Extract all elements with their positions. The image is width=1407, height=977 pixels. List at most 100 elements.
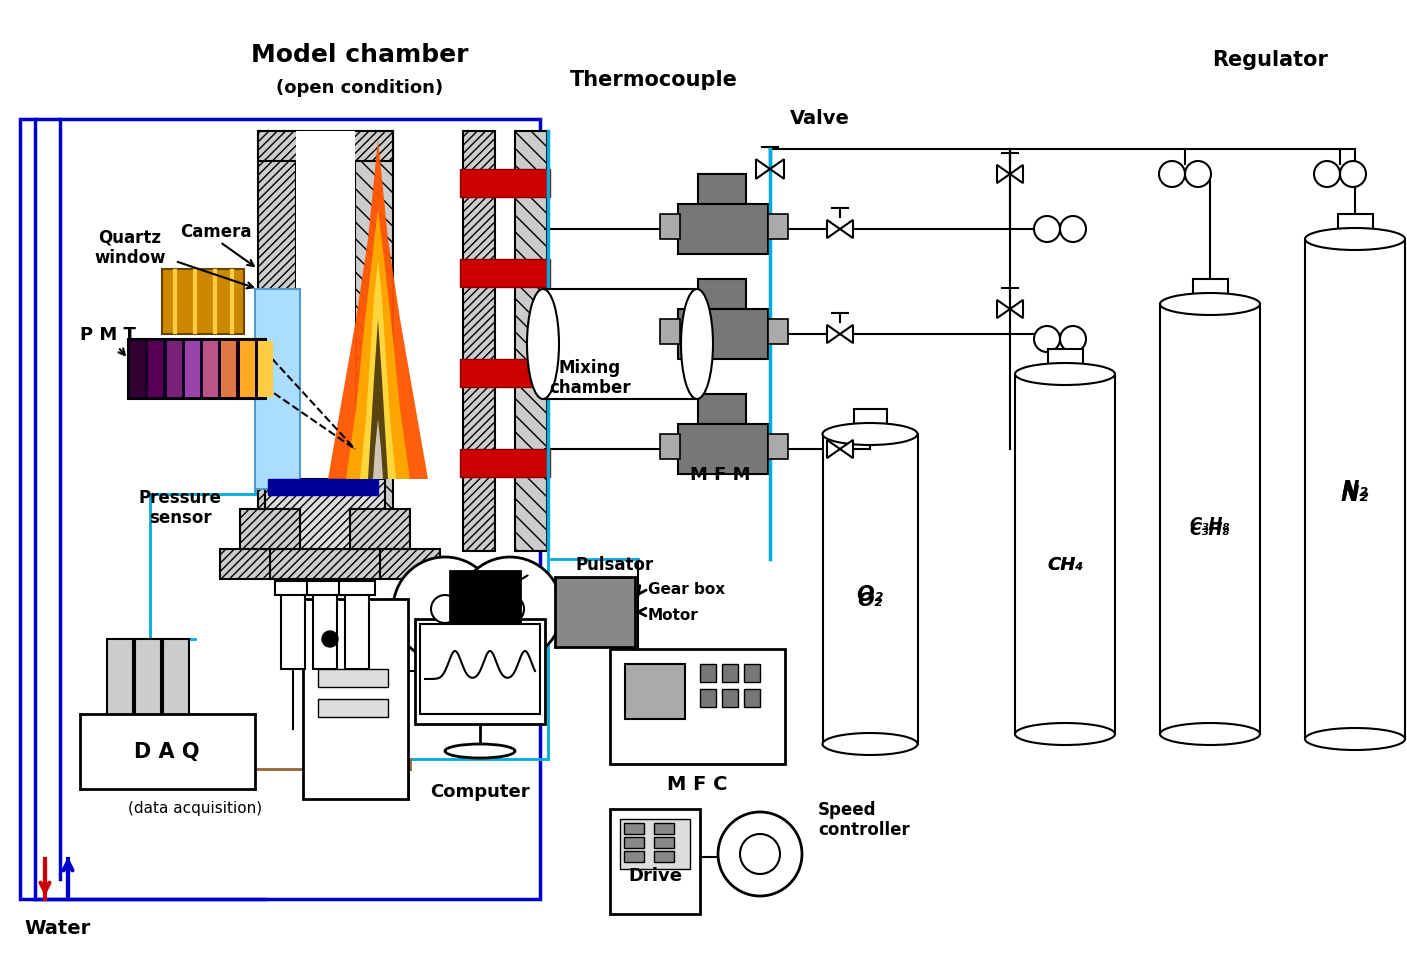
- Bar: [318, 669, 388, 687]
- Bar: [355, 132, 393, 551]
- Bar: [1338, 215, 1373, 242]
- Text: Pressure
sensor: Pressure sensor: [138, 488, 221, 527]
- Text: Thermocouple: Thermocouple: [570, 70, 737, 90]
- Polygon shape: [840, 441, 853, 458]
- Bar: [20, 120, 540, 899]
- Text: Valve: Valve: [791, 108, 850, 127]
- Bar: [1048, 350, 1083, 378]
- Bar: [221, 342, 236, 398]
- Circle shape: [1034, 326, 1059, 353]
- Bar: [698, 279, 746, 310]
- Text: Computer: Computer: [431, 783, 530, 800]
- Polygon shape: [998, 166, 1010, 184]
- Polygon shape: [360, 260, 395, 480]
- Bar: [135, 639, 160, 724]
- Bar: [255, 290, 300, 489]
- Bar: [339, 581, 376, 595]
- Polygon shape: [827, 325, 840, 344]
- Polygon shape: [770, 160, 784, 180]
- Bar: [350, 509, 409, 549]
- Bar: [611, 809, 701, 914]
- Text: C₃H₈: C₃H₈: [1190, 516, 1230, 533]
- Bar: [744, 664, 760, 682]
- Bar: [303, 599, 408, 799]
- Bar: [1014, 374, 1114, 735]
- Bar: [1306, 239, 1406, 740]
- Text: Model chamber: Model chamber: [252, 43, 469, 67]
- Text: Regulator: Regulator: [1211, 50, 1328, 70]
- Circle shape: [1159, 162, 1185, 188]
- Text: Quartz
window: Quartz window: [94, 229, 166, 267]
- Text: O₂: O₂: [857, 590, 882, 609]
- Polygon shape: [840, 325, 853, 344]
- Bar: [678, 425, 768, 475]
- Bar: [460, 260, 550, 287]
- Bar: [701, 690, 716, 707]
- Text: Speed
controller: Speed controller: [817, 800, 910, 838]
- Circle shape: [740, 834, 779, 874]
- Bar: [625, 664, 685, 719]
- Bar: [257, 132, 295, 551]
- Ellipse shape: [1159, 723, 1261, 745]
- Text: C₃H₈: C₃H₈: [1190, 521, 1230, 538]
- Bar: [460, 170, 550, 197]
- Bar: [620, 819, 689, 870]
- Polygon shape: [1010, 301, 1023, 319]
- Bar: [623, 851, 644, 862]
- Bar: [295, 132, 355, 551]
- Bar: [184, 342, 200, 398]
- Ellipse shape: [1014, 363, 1114, 386]
- Bar: [660, 319, 680, 345]
- Bar: [660, 435, 680, 459]
- Polygon shape: [373, 419, 383, 480]
- Text: N₂: N₂: [1341, 485, 1369, 504]
- Ellipse shape: [1306, 229, 1406, 251]
- Bar: [623, 837, 644, 848]
- Polygon shape: [1010, 166, 1023, 184]
- Bar: [854, 409, 886, 438]
- Ellipse shape: [1159, 294, 1261, 316]
- Bar: [768, 319, 788, 345]
- Text: Mixing
chamber: Mixing chamber: [549, 359, 630, 397]
- Bar: [450, 572, 521, 648]
- Bar: [166, 342, 182, 398]
- Bar: [698, 395, 746, 425]
- Text: (data acquisition): (data acquisition): [128, 800, 262, 815]
- Bar: [267, 480, 378, 495]
- Polygon shape: [756, 160, 770, 180]
- Polygon shape: [827, 441, 840, 458]
- Bar: [1193, 279, 1228, 308]
- Polygon shape: [328, 140, 428, 480]
- Bar: [219, 549, 440, 579]
- Text: Water: Water: [25, 917, 91, 937]
- Bar: [128, 340, 266, 400]
- Bar: [257, 132, 393, 162]
- Bar: [274, 581, 311, 595]
- Bar: [460, 360, 550, 388]
- Bar: [307, 581, 343, 595]
- Bar: [345, 589, 369, 669]
- Circle shape: [431, 595, 459, 623]
- Text: Drive: Drive: [628, 867, 682, 884]
- Bar: [163, 639, 189, 724]
- Circle shape: [497, 595, 523, 623]
- Bar: [678, 310, 768, 360]
- Bar: [241, 509, 300, 549]
- Bar: [239, 342, 255, 398]
- Circle shape: [1314, 162, 1339, 188]
- Bar: [107, 639, 134, 724]
- Bar: [257, 342, 273, 398]
- Bar: [701, 664, 716, 682]
- Bar: [421, 624, 540, 714]
- Ellipse shape: [823, 734, 917, 755]
- Bar: [711, 335, 727, 355]
- Ellipse shape: [1014, 723, 1114, 745]
- Bar: [722, 690, 739, 707]
- Bar: [611, 650, 785, 764]
- Text: CH₄: CH₄: [1047, 556, 1083, 573]
- Ellipse shape: [681, 290, 713, 400]
- Bar: [722, 664, 739, 682]
- Bar: [265, 480, 386, 549]
- Polygon shape: [346, 210, 409, 480]
- Bar: [318, 700, 388, 717]
